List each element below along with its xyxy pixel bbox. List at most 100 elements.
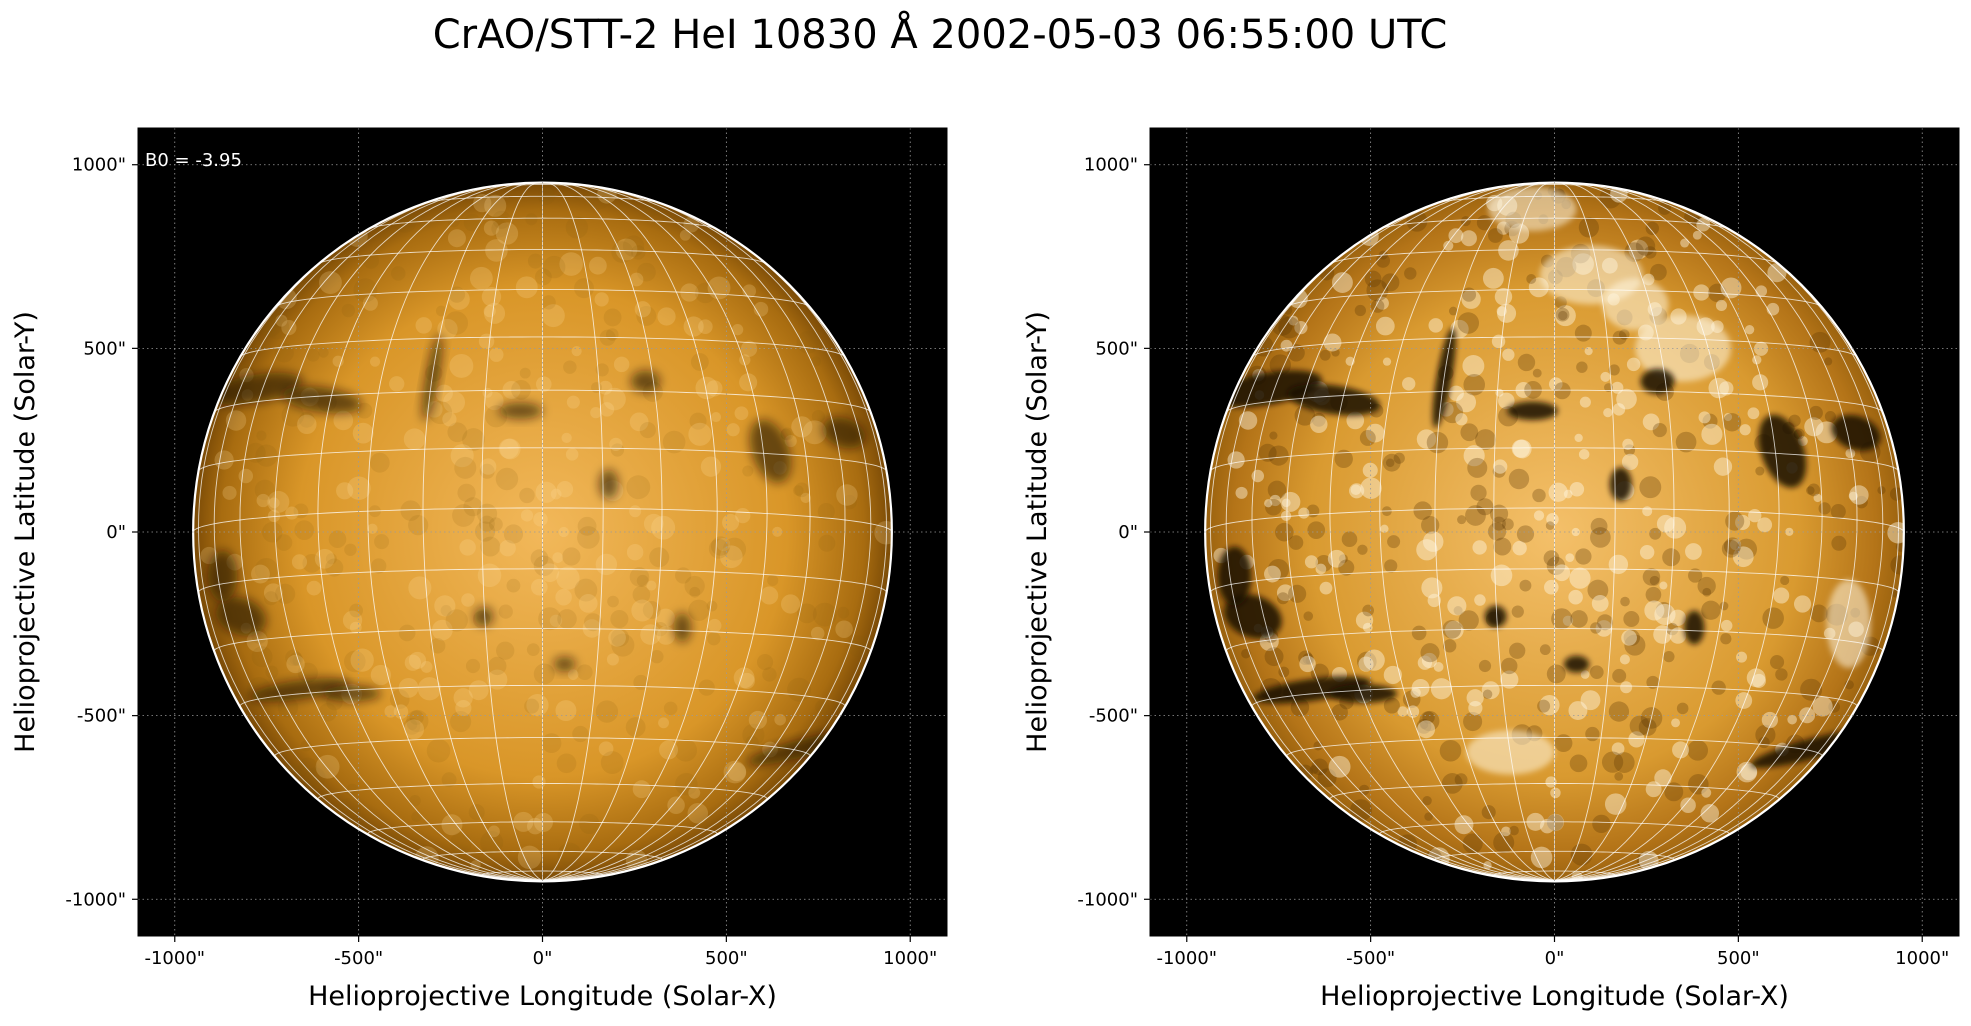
texture-blob: [1516, 525, 1535, 543]
texture-blob: [408, 576, 432, 600]
texture-blob: [524, 698, 540, 714]
y-tick-label: 1000": [72, 155, 126, 176]
latitude-line: [1251, 684, 1858, 707]
texture-blob: [1548, 482, 1568, 502]
texture-blob: [606, 653, 619, 666]
texture-blob: [489, 347, 504, 362]
texture-blob: [483, 220, 500, 236]
texture-blob: [613, 356, 630, 373]
texture-blob: [1624, 634, 1646, 656]
texture-blob: [1644, 246, 1657, 259]
texture-blob: [1565, 553, 1575, 562]
texture-blob: [306, 580, 322, 596]
texture-blob: [411, 811, 422, 822]
texture-blob: [667, 796, 685, 815]
texture-blob: [246, 630, 268, 652]
texture-blob: [557, 609, 577, 629]
texture-blob: [590, 406, 602, 419]
texture-blob: [1264, 647, 1284, 667]
texture-blob: [1725, 511, 1745, 531]
texture-blob: [1762, 607, 1784, 629]
texture-blob: [541, 295, 556, 310]
texture-blob: [800, 492, 811, 504]
texture-blob: [318, 347, 329, 358]
filament: [1609, 467, 1632, 502]
texture-blob: [1494, 287, 1513, 306]
texture-blob: [530, 549, 549, 568]
texture-blob: [1603, 407, 1613, 418]
texture-blob: [1375, 253, 1390, 268]
texture-blob: [1265, 498, 1282, 516]
texture-blob: [1831, 535, 1847, 551]
texture-blob: [1592, 814, 1611, 834]
texture-blob: [634, 301, 651, 318]
texture-blob: [1830, 504, 1846, 520]
texture-blob: [1608, 554, 1629, 575]
texture-blob: [698, 679, 715, 696]
longitude-line: [198, 206, 543, 881]
texture-blob: [297, 414, 317, 435]
filament: [630, 370, 661, 393]
texture-blob: [526, 694, 549, 717]
longitude-line: [542, 183, 768, 881]
texture-blob: [1698, 411, 1711, 424]
texture-blob: [1554, 734, 1573, 753]
texture-blob: [1723, 412, 1733, 422]
texture-blob: [1810, 604, 1828, 623]
texture-blob: [1612, 668, 1627, 683]
texture-blob: [588, 256, 607, 275]
texture-blob: [488, 825, 500, 838]
texture-blob: [506, 578, 521, 593]
texture-blob: [256, 430, 267, 441]
texture-blob: [448, 288, 470, 310]
texture-blob: [306, 348, 320, 362]
texture-blob: [449, 353, 474, 378]
texture-blob: [1298, 650, 1313, 665]
filament: [208, 372, 303, 405]
texture-blob: [688, 786, 701, 799]
texture-blob: [1416, 539, 1438, 561]
texture-blob: [818, 534, 836, 552]
texture-blob: [607, 595, 619, 608]
texture-blob: [398, 624, 416, 642]
x-tick-label: -1000": [1156, 948, 1217, 969]
plage-region: [1602, 278, 1669, 331]
texture-blob: [281, 320, 297, 336]
texture-blob: [562, 547, 581, 566]
texture-blob: [753, 301, 769, 317]
texture-blob: [1385, 458, 1395, 468]
texture-blob: [540, 563, 560, 583]
texture-blob: [1448, 306, 1458, 316]
texture-blob: [1421, 652, 1438, 669]
texture-blob: [214, 450, 234, 470]
texture-blob: [1417, 720, 1436, 739]
texture-blob: [1621, 629, 1637, 646]
texture-blob: [1280, 510, 1292, 522]
texture-blob: [1303, 611, 1314, 621]
texture-blob: [1491, 334, 1506, 349]
texture-blob: [1642, 506, 1653, 517]
texture-blob: [1574, 433, 1583, 443]
texture-blob: [1421, 515, 1440, 535]
filament: [1640, 368, 1675, 395]
texture-blob: [370, 664, 391, 686]
texture-blob: [1755, 285, 1768, 297]
texture-blob: [610, 443, 625, 457]
texture-blob: [810, 626, 825, 641]
texture-blob: [611, 633, 635, 657]
texture-blob: [1393, 452, 1405, 464]
y-tick-label: -500": [1089, 706, 1138, 727]
texture-blob: [1275, 522, 1294, 542]
texture-blob: [393, 704, 409, 719]
texture-blob: [1355, 611, 1374, 629]
texture-blob: [1824, 411, 1836, 423]
texture-blob: [1416, 718, 1432, 734]
x-tick-label: -500": [1346, 948, 1395, 969]
texture-blob: [1585, 726, 1600, 742]
texture-blob: [1685, 543, 1702, 560]
filament: [673, 612, 692, 643]
texture-blob: [811, 356, 822, 367]
texture-blob: [1589, 665, 1604, 680]
texture-blob: [719, 545, 743, 569]
texture-blob: [1502, 348, 1515, 361]
